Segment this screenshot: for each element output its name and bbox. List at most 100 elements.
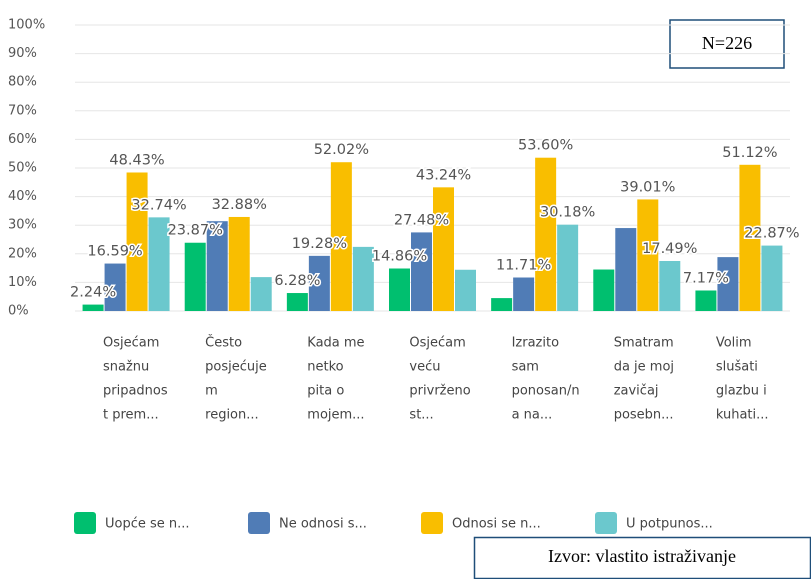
y-tick-label: 50% [8, 161, 37, 176]
legend-swatch [74, 512, 96, 534]
x-tick-label: da je moj [614, 360, 674, 375]
x-tick-label: privrženo [409, 384, 470, 399]
x-tick-label: snažnu [103, 360, 149, 375]
bar [126, 172, 148, 311]
bar [330, 162, 352, 311]
legend-label: Uopće se n... [105, 517, 190, 532]
x-tick-label: Smatram [614, 336, 674, 351]
legend-label: U potpunos... [626, 517, 713, 532]
x-tick-label: Kada me [307, 336, 364, 351]
x-tick-label: ponosan/n [512, 384, 580, 399]
legend-swatch [595, 512, 617, 534]
x-tick-label: Osjećam [103, 336, 159, 351]
bar [491, 298, 513, 311]
bar [104, 263, 126, 311]
data-label: 23.87% [168, 223, 223, 239]
bar [82, 304, 104, 311]
data-label: 52.02% [314, 142, 369, 158]
y-tick-label: 40% [8, 189, 37, 204]
y-tick-label: 60% [8, 132, 37, 147]
y-tick-label: 20% [8, 246, 37, 261]
bar [717, 257, 739, 311]
y-tick-label: 70% [8, 103, 37, 118]
x-tick-label: netko [307, 360, 343, 375]
data-label: 16.59% [87, 244, 142, 260]
x-tick-label: kuhati... [716, 408, 769, 423]
grid [75, 24, 790, 312]
data-label: 39.01% [620, 179, 675, 195]
data-label: 6.28% [274, 273, 320, 289]
data-label: 27.48% [394, 212, 449, 228]
data-label: 48.43% [109, 152, 164, 168]
legend-label: Ne odnosi s... [279, 517, 367, 532]
bar [695, 290, 717, 311]
x-tick-label: Osjećam [409, 336, 465, 351]
bar [637, 199, 659, 311]
source-box [473, 536, 811, 579]
data-label: 30.18% [540, 205, 595, 221]
data-label: 43.24% [416, 167, 471, 183]
x-tick-label: posebn... [614, 408, 674, 423]
x-tick-label: t prem... [103, 408, 159, 423]
y-tick-label: 100% [8, 18, 45, 33]
n-annotation: N=226 [702, 33, 752, 53]
legend-label: Odnosi se n... [452, 517, 541, 532]
bar [389, 268, 410, 311]
data-label: 11.71% [496, 258, 551, 274]
data-label: 2.24% [70, 285, 116, 301]
data-label: 22.87% [744, 226, 799, 242]
y-tick-label: 80% [8, 75, 37, 90]
y-tick-label: 90% [8, 46, 37, 61]
x-tick-label: st... [409, 408, 433, 423]
legend-swatch [248, 512, 270, 534]
y-tick-label: 30% [8, 218, 37, 233]
bar [206, 221, 228, 311]
n-box [669, 19, 785, 69]
bar [659, 260, 681, 311]
data-label: 17.49% [642, 241, 697, 257]
bar [739, 164, 761, 311]
bar [184, 242, 206, 311]
bar [411, 232, 432, 311]
bar [513, 277, 535, 311]
x-tick-label: sam [512, 360, 539, 375]
data-label: 32.88% [212, 197, 267, 213]
x-tick-label: m [205, 384, 218, 399]
bar [535, 157, 557, 311]
x-tick-label: slušati [716, 360, 758, 375]
x-tick-label: Izrazito [512, 336, 560, 351]
bar [286, 293, 308, 311]
x-tick-label: pita o [307, 384, 344, 399]
x-tick-label: zavičaj [614, 384, 659, 399]
data-label: 7.17% [683, 270, 729, 286]
data-label: 32.74% [131, 197, 186, 213]
data-label: 14.86% [372, 249, 427, 265]
bar [593, 269, 615, 311]
bar [557, 224, 579, 311]
data-label: 53.60% [518, 138, 573, 154]
x-tick-label: mojem... [307, 408, 364, 423]
x-tick-label: glazbu i [716, 384, 767, 399]
x-tick-label: posjećuje [205, 360, 267, 375]
x-tick-label: a na... [512, 408, 553, 423]
bar [148, 217, 170, 311]
x-tick-label: region... [205, 408, 259, 423]
y-tick-label: 0% [8, 304, 29, 319]
bar [761, 245, 783, 311]
bar [455, 269, 476, 311]
bar [308, 255, 330, 311]
legend-swatch [421, 512, 443, 534]
y-tick-label: 10% [8, 275, 37, 290]
bar [228, 216, 250, 311]
data-label: 51.12% [722, 145, 777, 161]
x-tick-label: Volim [716, 336, 752, 351]
x-tick-label: pripadnos [103, 384, 168, 399]
bar [250, 277, 272, 311]
bar [352, 246, 374, 311]
bar [615, 228, 637, 311]
x-tick-label: veću [409, 360, 440, 375]
x-tick-label: Često [205, 335, 242, 351]
source-annotation: Izvor: vlastito istraživanje [548, 546, 736, 566]
data-label: 19.28% [292, 236, 347, 252]
